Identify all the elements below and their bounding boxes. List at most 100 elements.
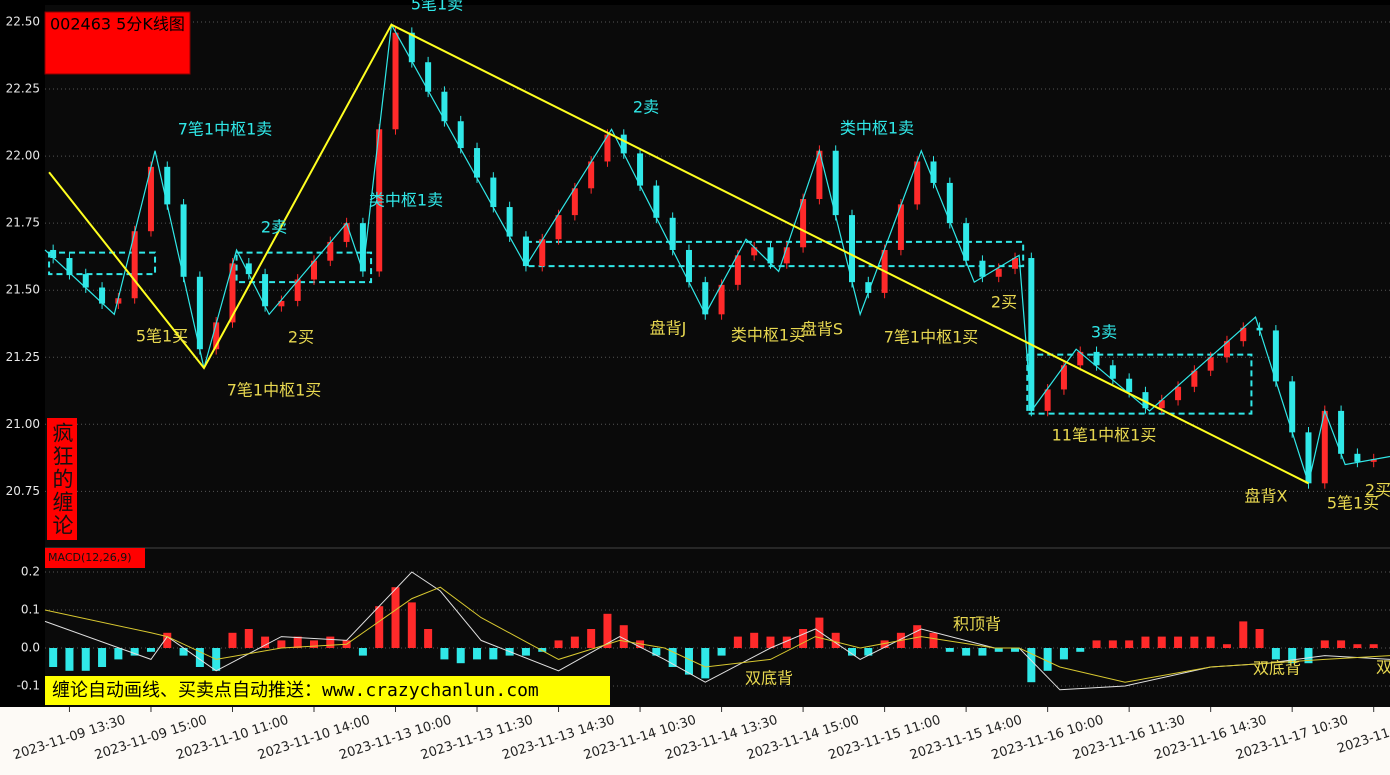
- macd-bar: [228, 632, 237, 648]
- annotation: 双底背: [745, 669, 793, 688]
- candle-body: [1126, 378, 1133, 393]
- candle-body: [506, 207, 513, 237]
- macd-bar: [733, 636, 742, 648]
- macd-bar: [864, 648, 873, 656]
- candle-body: [359, 223, 366, 272]
- macd-bar: [619, 625, 628, 648]
- candle-body: [490, 177, 497, 208]
- macd-bar: [880, 640, 889, 648]
- annotation: 7笔1中枢1买: [884, 328, 979, 347]
- dif-line: [44, 571, 1390, 691]
- macd-bar: [799, 629, 808, 648]
- annotation: 双底背: [1376, 658, 1390, 677]
- annotation: 5笔1卖: [411, 0, 463, 14]
- candle-body: [1077, 351, 1084, 366]
- macd-bar: [1190, 636, 1199, 648]
- side-label-box: [47, 418, 77, 540]
- macd-bar: [538, 648, 547, 652]
- candle-body: [327, 241, 334, 261]
- macd-bar: [815, 617, 824, 648]
- annotation: 5笔1买: [1327, 494, 1379, 513]
- candle-body: [50, 249, 57, 259]
- macd-bar: [81, 648, 90, 671]
- annotation: 7笔1中枢1买: [227, 381, 322, 400]
- macd-bar: [179, 648, 188, 656]
- candle-body: [82, 274, 89, 288]
- candle-body: [457, 121, 464, 149]
- candle-body: [180, 204, 187, 277]
- banner-box: [45, 676, 610, 705]
- macd-bar: [1288, 648, 1297, 664]
- annotation: 11笔1中枢1买: [1052, 426, 1157, 445]
- candle-body: [555, 215, 562, 240]
- macd-bar: [130, 648, 139, 656]
- candle-body: [734, 255, 741, 285]
- candle-body: [1354, 453, 1361, 462]
- macd-bar: [684, 648, 693, 675]
- macd-bar: [1174, 636, 1183, 648]
- candle-body: [1240, 327, 1247, 342]
- macd-bar: [1059, 648, 1068, 660]
- candle-body: [604, 134, 611, 162]
- candle-body: [979, 260, 986, 277]
- macd-bar: [1320, 640, 1329, 648]
- candle-body: [539, 239, 546, 267]
- candle-body: [1305, 432, 1312, 484]
- annotation: 双底背: [1253, 659, 1301, 678]
- annotation: 类中枢1买: [731, 326, 805, 345]
- annotation: 2卖: [261, 218, 287, 237]
- candle-body: [816, 150, 823, 200]
- macd-bar: [1011, 648, 1020, 652]
- macd-bar: [1369, 644, 1378, 648]
- macd-bar: [375, 606, 384, 648]
- candle-body: [522, 236, 529, 267]
- y-tick-label: 0.0: [21, 641, 40, 655]
- candle-body: [1370, 459, 1377, 462]
- title-box: [44, 11, 191, 75]
- segment-line: [48, 23, 1309, 485]
- macd-title-box: [45, 548, 145, 568]
- annotation: 2买: [1365, 481, 1390, 500]
- y-tick-label: 22.00: [6, 149, 40, 163]
- annotation: 盘背J: [650, 319, 687, 338]
- candle-body: [164, 166, 171, 205]
- macd-bar: [277, 640, 286, 648]
- macd-bar: [1337, 640, 1346, 648]
- candle-body: [914, 161, 921, 205]
- candle-body: [425, 62, 432, 92]
- macd-bar: [994, 648, 1003, 652]
- macd-bar: [831, 632, 840, 648]
- candle-body: [1272, 330, 1279, 382]
- annotation: 2买: [991, 293, 1017, 312]
- macd-bar: [929, 632, 938, 648]
- macd-bar: [1239, 621, 1248, 648]
- macd-bar: [293, 636, 302, 648]
- candle-body: [718, 284, 725, 315]
- candle-body: [995, 268, 1002, 277]
- candle-body: [1289, 381, 1296, 433]
- candle-body: [637, 153, 644, 186]
- candle-body: [1012, 258, 1019, 269]
- macd-bar: [195, 648, 204, 667]
- candle-body: [1142, 392, 1149, 409]
- annotation: 积顶背: [953, 615, 1001, 634]
- candle-body: [1223, 341, 1230, 358]
- candle-body: [1191, 370, 1198, 387]
- macd-bar: [1157, 636, 1166, 648]
- candle-body: [930, 161, 937, 183]
- macd-bar: [554, 640, 563, 648]
- stroke-line: [44, 22, 1390, 486]
- macd-bar: [766, 636, 775, 648]
- candle-body: [783, 247, 790, 264]
- annotation: 盘背S: [801, 320, 843, 339]
- side-label: 疯狂的缠论: [50, 422, 74, 537]
- macd-bar: [424, 629, 433, 648]
- y-tick-label: -0.1: [17, 679, 40, 693]
- macd-bar: [717, 648, 726, 656]
- candle-body: [1158, 400, 1165, 409]
- y-tick-label: 21.50: [6, 283, 40, 297]
- macd-bar: [782, 636, 791, 648]
- macd-bar: [261, 636, 270, 648]
- candle-body: [669, 217, 676, 250]
